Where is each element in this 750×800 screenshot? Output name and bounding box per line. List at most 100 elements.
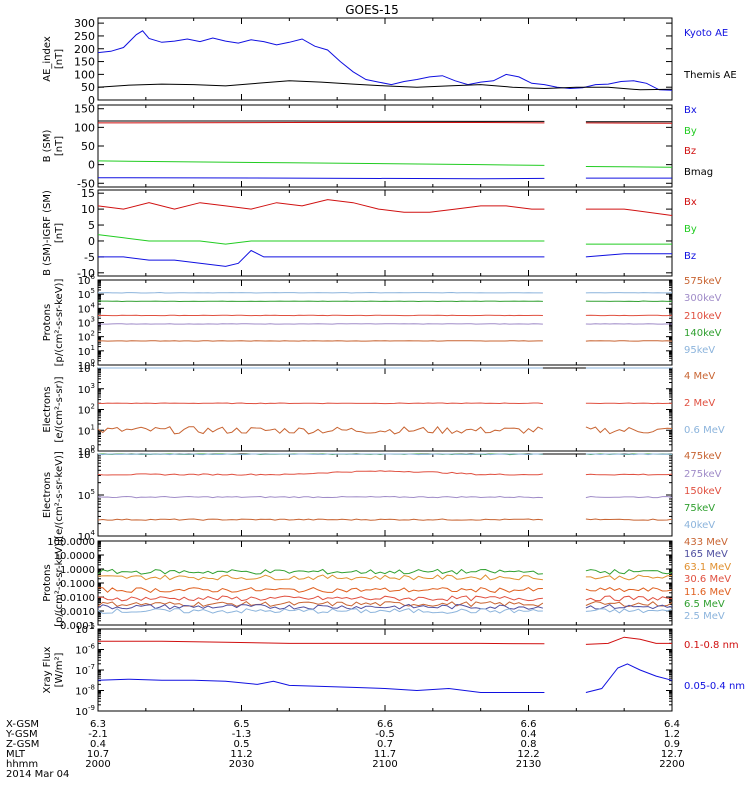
y-tick-label: 0.0010 [60, 607, 95, 618]
plot-title: GOES-15 [345, 3, 399, 17]
y-tick-label: 0.0100 [60, 593, 95, 604]
y-tick-label: 106 [78, 447, 96, 461]
y-axis-label: [W/m²] [54, 652, 65, 687]
x-row-value: 12.2 [517, 749, 539, 760]
y-tick-label: 103 [78, 316, 95, 330]
legend-series-kyoto-ae: Kyoto AE [684, 28, 728, 39]
y-tick-label: 103 [78, 382, 95, 396]
panel-frame [97, 453, 673, 537]
series-bz [585, 253, 672, 258]
legend-series-140kev: 140keV [684, 328, 722, 339]
x-row-value: 0.5 [234, 739, 250, 750]
y-tick-label: 50 [81, 81, 95, 94]
y-tick-label: 10-5 [75, 622, 95, 636]
series-4-mev [585, 426, 673, 435]
y-tick-label: 0.0001 [60, 621, 95, 632]
series-140kev [97, 300, 543, 303]
panel-electrons1: 1 0 0 101 102 103 104 Electrons [e/(cm²-s-sr)] 4 … [42, 361, 725, 458]
series-0-1-0-8-nm [98, 640, 545, 645]
y-axis-label: [p/(cm²-s-sr-keV)] [54, 279, 65, 367]
x-row-value: 6.4 [664, 719, 680, 730]
y-tick-label: 0 [88, 235, 95, 248]
series-475kev [585, 518, 673, 521]
y-tick-exponent: 1 [91, 423, 95, 431]
x-row-value: 6.6 [377, 719, 393, 730]
series-0-05-0-4-nm [585, 663, 673, 693]
y-tick-label: -5 [84, 251, 95, 264]
y-tick-label: 5 [88, 219, 95, 232]
y-tick-exponent: 2 [91, 403, 95, 411]
x-row-value: -2.1 [88, 729, 108, 740]
legend-series-475kev: 475keV [684, 451, 722, 462]
series-11-6-mev [98, 587, 543, 593]
y-tick-exponent: -8 [88, 684, 95, 692]
series-433-mev [585, 601, 673, 607]
x-row-value: 2030 [229, 759, 254, 770]
legend-series-0-05-0-4-nm: 0.05-0.4 nm [684, 681, 745, 692]
y-tick-label: 100 [74, 68, 95, 81]
y-tick-label: 101 [78, 423, 95, 437]
y-tick-exponent: 4 [91, 529, 96, 537]
y-tick-label: 15 [81, 187, 95, 200]
y-axis-label: Electrons [42, 386, 53, 432]
series-95kev [97, 291, 543, 294]
y-tick-exponent: 5 [91, 488, 95, 496]
series-6-5-mev [585, 568, 673, 575]
y-tick-exponent: 3 [91, 316, 95, 324]
x-row-value: 0.9 [664, 739, 680, 750]
x-row-label: Y-GSM [5, 729, 38, 740]
x-row-label: Z-GSM [6, 739, 39, 750]
legend-series-bz: Bz [684, 251, 696, 262]
y-tick-label: 0 [88, 94, 95, 107]
y-tick-exponent: 1 [91, 344, 95, 352]
series-140kev [585, 300, 673, 303]
y-tick-exponent: 4 [91, 301, 96, 309]
y-tick-label: 106 [78, 273, 96, 287]
y-tick-exponent: 4 [91, 361, 96, 369]
x-row-label: X-GSM [6, 719, 39, 730]
legend-series-40kev: 40keV [684, 520, 715, 531]
series-2-5-mev [97, 608, 543, 614]
x-row-value: 12.7 [661, 749, 683, 760]
series-bx [97, 199, 545, 213]
legend-series-150kev: 150keV [684, 486, 722, 497]
legend-series-95kev: 95keV [684, 345, 715, 356]
y-tick-label: 10-7 [75, 663, 95, 677]
legend-series-4-mev: 4 MeV [684, 371, 715, 382]
y-axis-label: [nT] [54, 49, 65, 69]
y-tick-exponent: -6 [88, 643, 96, 651]
y-tick-label: 10-9 [75, 704, 95, 718]
series-by [585, 166, 673, 168]
legend-series-0-6-mev: 0.6 MeV [684, 425, 725, 436]
y-tick-exponent: 2 [91, 330, 95, 338]
y-axis-label: [p/(cm²-s-sr-keV)] [54, 539, 65, 627]
series-6-5-mev [97, 568, 543, 575]
legend-series-by: By [684, 224, 697, 235]
series-themis-ae [97, 80, 673, 91]
x-row-value: 2100 [372, 759, 397, 770]
legend-series-575kev: 575keV [684, 276, 722, 287]
y-tick-label: 0.1000 [60, 579, 95, 590]
y-axis-label: Electrons [42, 472, 53, 518]
y-tick-label: 102 [78, 330, 95, 344]
series-30-6-mev [585, 595, 673, 602]
series-40kev [585, 453, 673, 456]
series-4-mev [97, 425, 544, 435]
y-tick-label: 100 [74, 121, 95, 134]
x-row-value: 0.4 [521, 729, 537, 740]
panel-frame [97, 104, 673, 188]
y-tick-exponent: -5 [88, 622, 95, 630]
series-0-05-0-4-nm [97, 678, 545, 693]
x-row-value: 6.6 [521, 719, 537, 730]
series-30-6-mev [97, 595, 543, 602]
series-bz [98, 249, 545, 267]
y-tick-label: 105 [78, 287, 95, 301]
y-tick-exponent: 0 [91, 444, 95, 452]
legend-series-30-6-mev: 30.6 MeV [684, 574, 731, 585]
legend-series-433-mev: 433 MeV [684, 537, 728, 548]
y-tick-label: 105 [78, 488, 95, 502]
y-tick-label: 1.0000 [60, 565, 95, 576]
